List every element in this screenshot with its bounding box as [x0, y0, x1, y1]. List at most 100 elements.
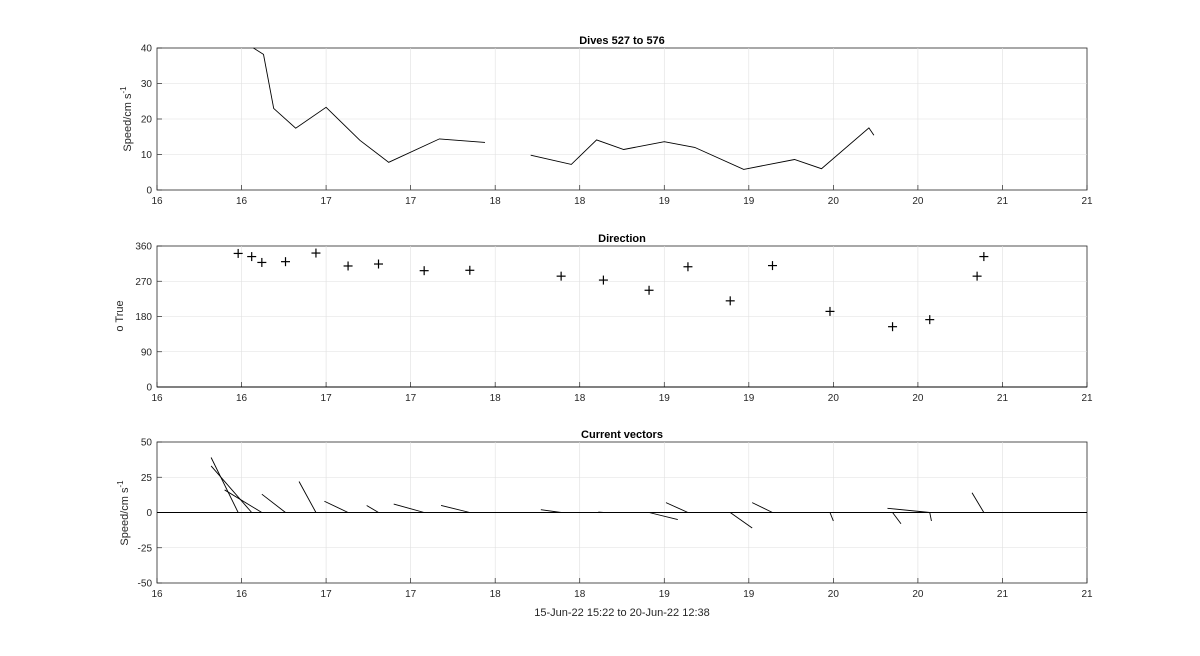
- current-vector: [971, 492, 985, 513]
- direction-point: [311, 248, 321, 258]
- speed-title: Dives 527 to 576: [579, 35, 665, 47]
- vectors-y-axis-label: Speed/cm s-1: [116, 480, 131, 546]
- vectors-title: Current vectors: [581, 429, 663, 441]
- direction-point: [644, 285, 654, 295]
- direction-point: [767, 261, 777, 271]
- x-tick-label: 19: [659, 196, 671, 207]
- speed-grid: [157, 48, 1087, 190]
- current-vector: [261, 493, 286, 513]
- current-vector: [892, 512, 902, 525]
- current-vector: [540, 509, 562, 513]
- direction-title: Direction: [598, 233, 646, 245]
- direction-y-axis-label: o True: [114, 300, 126, 331]
- direction-point: [979, 252, 989, 262]
- y-tick-label: -50: [138, 579, 153, 590]
- x-tick-label: 17: [405, 393, 417, 404]
- direction-point: [257, 257, 267, 267]
- y-tick-label: 180: [135, 312, 152, 323]
- current-vector: [298, 481, 317, 513]
- x-tick-label: 16: [151, 589, 163, 600]
- x-tick-label: 16: [236, 393, 248, 404]
- direction-point: [925, 315, 935, 325]
- direction-point: [233, 248, 243, 258]
- direction-point: [556, 271, 566, 281]
- y-tick-label: 25: [141, 473, 153, 484]
- y-tick-label: 0: [146, 383, 152, 394]
- y-tick-label: 0: [146, 508, 152, 519]
- direction-point: [281, 257, 291, 267]
- x-tick-label: 20: [912, 196, 924, 207]
- x-tick-label: 21: [997, 393, 1009, 404]
- vectors-ticks: 16 16 17 17 18 18 19 19 20 20 21 21 -50 -25 0 25 50: [138, 438, 1093, 601]
- x-tick-label: 18: [574, 589, 586, 600]
- x-tick-label: 16: [151, 196, 163, 207]
- direction-point: [683, 262, 693, 272]
- direction-points: [157, 248, 1087, 388]
- direction-point: [343, 261, 353, 271]
- y-tick-label: 40: [141, 44, 153, 55]
- x-tick-label: 19: [743, 196, 755, 207]
- x-tick-label: 16: [236, 589, 248, 600]
- direction-point: [725, 296, 735, 306]
- x-tick-label: 17: [321, 393, 333, 404]
- speed-panel: 16 16 17 17 18 18 19 19 20 20 21 21 0 10 20 30 40 Dives …: [119, 35, 1093, 207]
- x-tick-label: 20: [828, 393, 840, 404]
- current-vector: [324, 500, 349, 513]
- direction-point: [825, 306, 835, 316]
- y-tick-label: -25: [138, 543, 153, 554]
- speed-y-axis-label: Speed/cm s-1: [119, 86, 134, 152]
- speed-series: [253, 47, 875, 170]
- speed-line-segment: [253, 47, 486, 163]
- current-vector: [210, 457, 239, 513]
- time-range-x-axis-label: 15-Jun-22 15:22 to 20-Jun-22 12:38: [534, 607, 710, 619]
- x-tick-label: 21: [1081, 393, 1093, 404]
- direction-ticks: 16 16 17 17 18 18 19 19 20 20 21 21 0 90 180 270 360: [135, 242, 1093, 405]
- x-tick-label: 18: [574, 196, 586, 207]
- speed-ticks: 16 16 17 17 18 18 19 19 20 20 21 21 0 10 20 30 40: [141, 44, 1093, 208]
- x-tick-label: 20: [828, 196, 840, 207]
- y-tick-label: 0: [146, 186, 152, 197]
- current-vector: [752, 502, 773, 513]
- y-tick-label: 10: [141, 150, 153, 161]
- x-tick-label: 19: [743, 589, 755, 600]
- current-vectors: [157, 457, 1087, 529]
- y-tick-label: 30: [141, 79, 153, 90]
- current-vector: [210, 465, 253, 513]
- x-tick-label: 20: [912, 589, 924, 600]
- x-tick-label: 21: [1081, 196, 1093, 207]
- direction-panel: 16 16 17 17 18 18 19 19 20 20 21 21 0 90 180 270 360 Dir…: [114, 233, 1093, 404]
- x-tick-label: 18: [490, 393, 502, 404]
- direction-point: [465, 265, 475, 275]
- speed-line-segment: [530, 127, 875, 170]
- x-tick-label: 18: [490, 589, 502, 600]
- current-vector: [440, 505, 470, 513]
- x-tick-label: 20: [828, 589, 840, 600]
- current-vector: [929, 512, 932, 522]
- x-tick-label: 17: [321, 196, 333, 207]
- direction-point: [888, 322, 898, 332]
- x-tick-label: 21: [997, 196, 1009, 207]
- direction-point: [598, 275, 608, 285]
- y-tick-label: 270: [135, 277, 152, 288]
- direction-grid: [157, 246, 1087, 387]
- current-vector: [665, 502, 689, 513]
- y-tick-label: 360: [135, 242, 152, 253]
- current-vector: [366, 505, 379, 513]
- vectors-panel: 16 16 17 17 18 18 19 19 20 20 21 21 -50 -25 0 25 50 Curr…: [116, 429, 1093, 619]
- x-tick-label: 18: [490, 196, 502, 207]
- x-tick-label: 20: [912, 393, 924, 404]
- direction-point: [972, 271, 982, 281]
- x-tick-label: 18: [574, 393, 586, 404]
- x-tick-label: 17: [405, 196, 417, 207]
- direction-point: [247, 252, 257, 262]
- x-tick-label: 19: [659, 589, 671, 600]
- current-vector: [829, 512, 834, 522]
- x-tick-label: 21: [997, 589, 1009, 600]
- current-vector: [224, 489, 263, 513]
- x-tick-label: 17: [321, 589, 333, 600]
- x-tick-label: 16: [236, 196, 248, 207]
- y-tick-label: 50: [141, 438, 153, 449]
- x-tick-label: 19: [659, 393, 671, 404]
- y-tick-label: 20: [141, 115, 153, 126]
